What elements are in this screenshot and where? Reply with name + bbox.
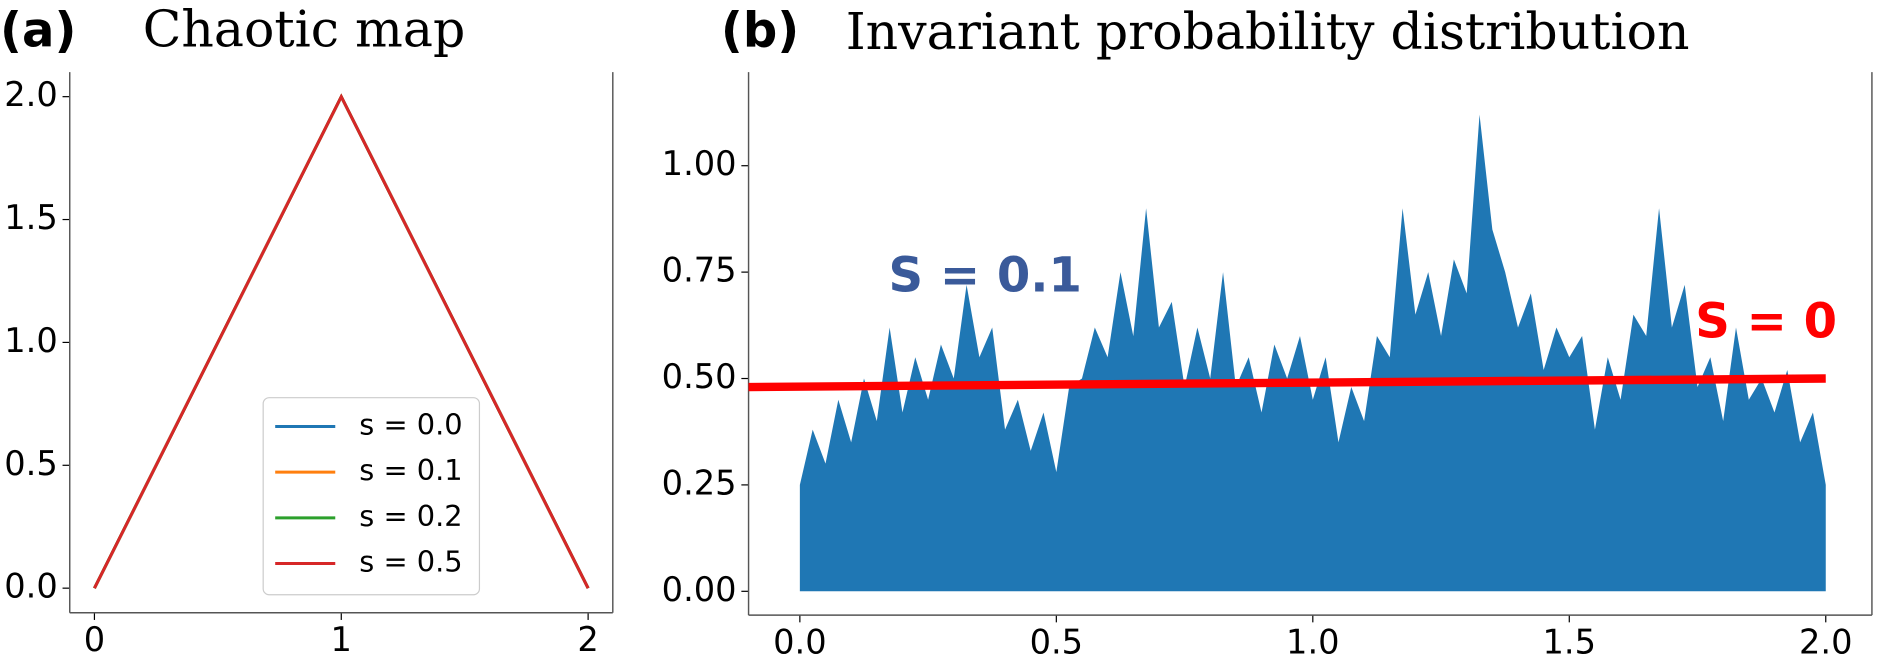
- annotation: S = 0.1: [889, 248, 1082, 304]
- panel-label: (a): [0, 3, 76, 59]
- y-tick-label: 0.00: [662, 570, 737, 609]
- y-tick-label: 0.25: [662, 463, 737, 502]
- y-tick-label: 1.00: [662, 144, 737, 183]
- x-tick-label: 1.5: [1543, 622, 1596, 661]
- x-tick-label: 0: [84, 620, 105, 659]
- legend-label: s = 0.1: [359, 453, 462, 487]
- y-tick-label: 2.0: [4, 75, 57, 114]
- x-tick-label: 1.0: [1286, 622, 1339, 661]
- legend-label: s = 0.2: [359, 499, 462, 533]
- panel: (a) Chaotic map 0 1 2 0.0 0.5 1.0 1.5 2.0 s = 0.0 s…: [0, 0, 614, 659]
- x-tick-label: 2.0: [1799, 622, 1852, 661]
- y-tick-label: 1.5: [4, 198, 57, 237]
- y-tick-label: 0.50: [662, 357, 737, 396]
- distribution-area: [799, 114, 1826, 592]
- chart-title: Invariant probability distribution: [846, 2, 1690, 61]
- y-tick-label: 1.0: [4, 321, 57, 360]
- annotation: S = 0: [1695, 293, 1837, 349]
- y-tick-label: 0.75: [662, 251, 737, 290]
- legend-label: s = 0.0: [359, 408, 462, 442]
- legend-label: s = 0.5: [359, 544, 462, 578]
- x-tick-label: 0.5: [1030, 622, 1083, 661]
- series-line: [93, 93, 590, 589]
- panel-label: (b): [721, 3, 799, 59]
- chart-title: Chaotic map: [143, 0, 465, 59]
- reference-line: [748, 374, 1826, 392]
- y-tick-label: 0.0: [4, 567, 57, 606]
- x-tick-label: 1: [331, 620, 352, 659]
- panel: (b) Invariant probability distribution 0.0…: [662, 2, 1873, 661]
- x-tick-label: 0.0: [773, 622, 826, 661]
- legend-box: [262, 397, 481, 596]
- y-tick-label: 0.5: [4, 444, 57, 483]
- x-tick-label: 2: [577, 620, 598, 659]
